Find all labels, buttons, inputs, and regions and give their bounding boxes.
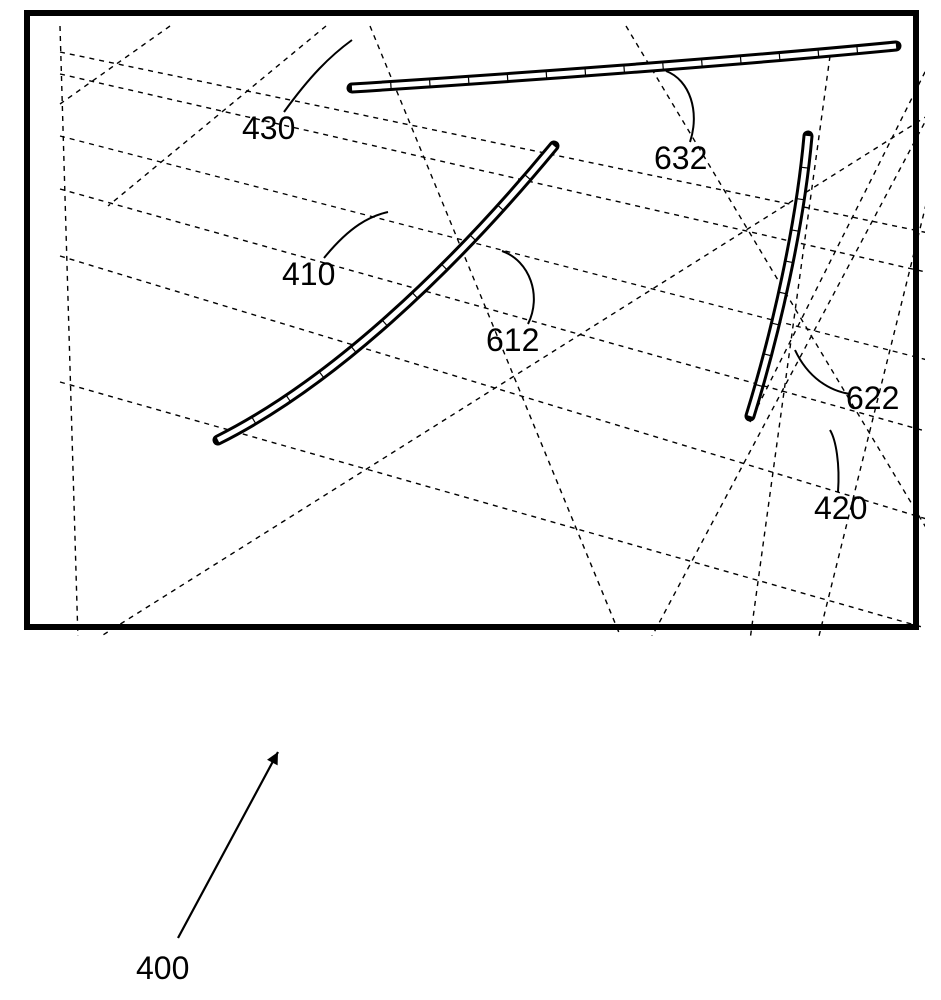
label-430: 430 <box>242 110 295 147</box>
label-632: 632 <box>654 140 707 177</box>
label-420: 420 <box>814 490 867 527</box>
page: 430 410 612 632 622 420 400 <box>0 0 941 1000</box>
label-400: 400 <box>136 950 189 987</box>
arrow-400 <box>178 752 278 938</box>
figure-svg <box>30 16 925 636</box>
label-612: 612 <box>486 322 539 359</box>
figure-frame <box>24 10 919 630</box>
label-622: 622 <box>846 380 899 417</box>
label-410: 410 <box>282 256 335 293</box>
